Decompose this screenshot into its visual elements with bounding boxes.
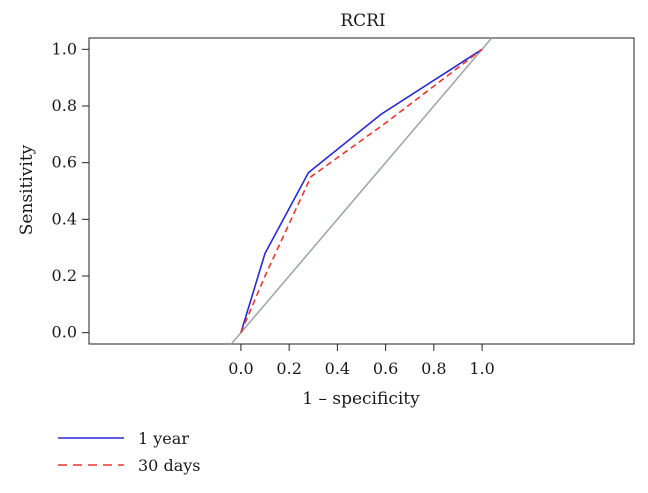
legend-label-thirty-days: 30 days bbox=[138, 456, 200, 475]
reference-layer bbox=[230, 37, 493, 345]
y-axis-label: Sensitivity bbox=[17, 144, 37, 235]
series-line-one-year bbox=[240, 48, 483, 333]
plot-frame bbox=[88, 37, 635, 345]
x-tick-label: 1.0 bbox=[469, 359, 494, 378]
y-tick-label: 0.4 bbox=[52, 209, 77, 228]
y-tick-label: 0.8 bbox=[52, 96, 77, 115]
chart-title: RCRI bbox=[340, 11, 385, 31]
y-tick-label: 0.6 bbox=[52, 153, 77, 172]
legend: 1 year 30 days bbox=[58, 429, 200, 475]
legend-label-one-year: 1 year bbox=[138, 429, 189, 448]
series-layer bbox=[240, 48, 483, 333]
y-axis-ticks: 0.0 0.2 0.4 0.6 0.8 1.0 bbox=[52, 39, 89, 342]
x-tick-label: 0.8 bbox=[421, 359, 446, 378]
x-tick-label: 0.0 bbox=[228, 359, 253, 378]
x-tick-label: 0.4 bbox=[325, 359, 350, 378]
y-tick-label: 1.0 bbox=[52, 39, 77, 58]
reference-diagonal-line bbox=[230, 37, 493, 345]
series-line-thirty-days bbox=[240, 48, 483, 333]
x-axis-ticks: 0.0 0.2 0.4 0.6 0.8 1.0 bbox=[228, 344, 495, 378]
y-tick-label: 0.2 bbox=[52, 266, 77, 285]
y-tick-label: 0.0 bbox=[52, 323, 77, 342]
x-tick-label: 0.2 bbox=[276, 359, 301, 378]
x-tick-label: 0.6 bbox=[373, 359, 398, 378]
x-axis-label: 1 – specificity bbox=[302, 389, 420, 409]
